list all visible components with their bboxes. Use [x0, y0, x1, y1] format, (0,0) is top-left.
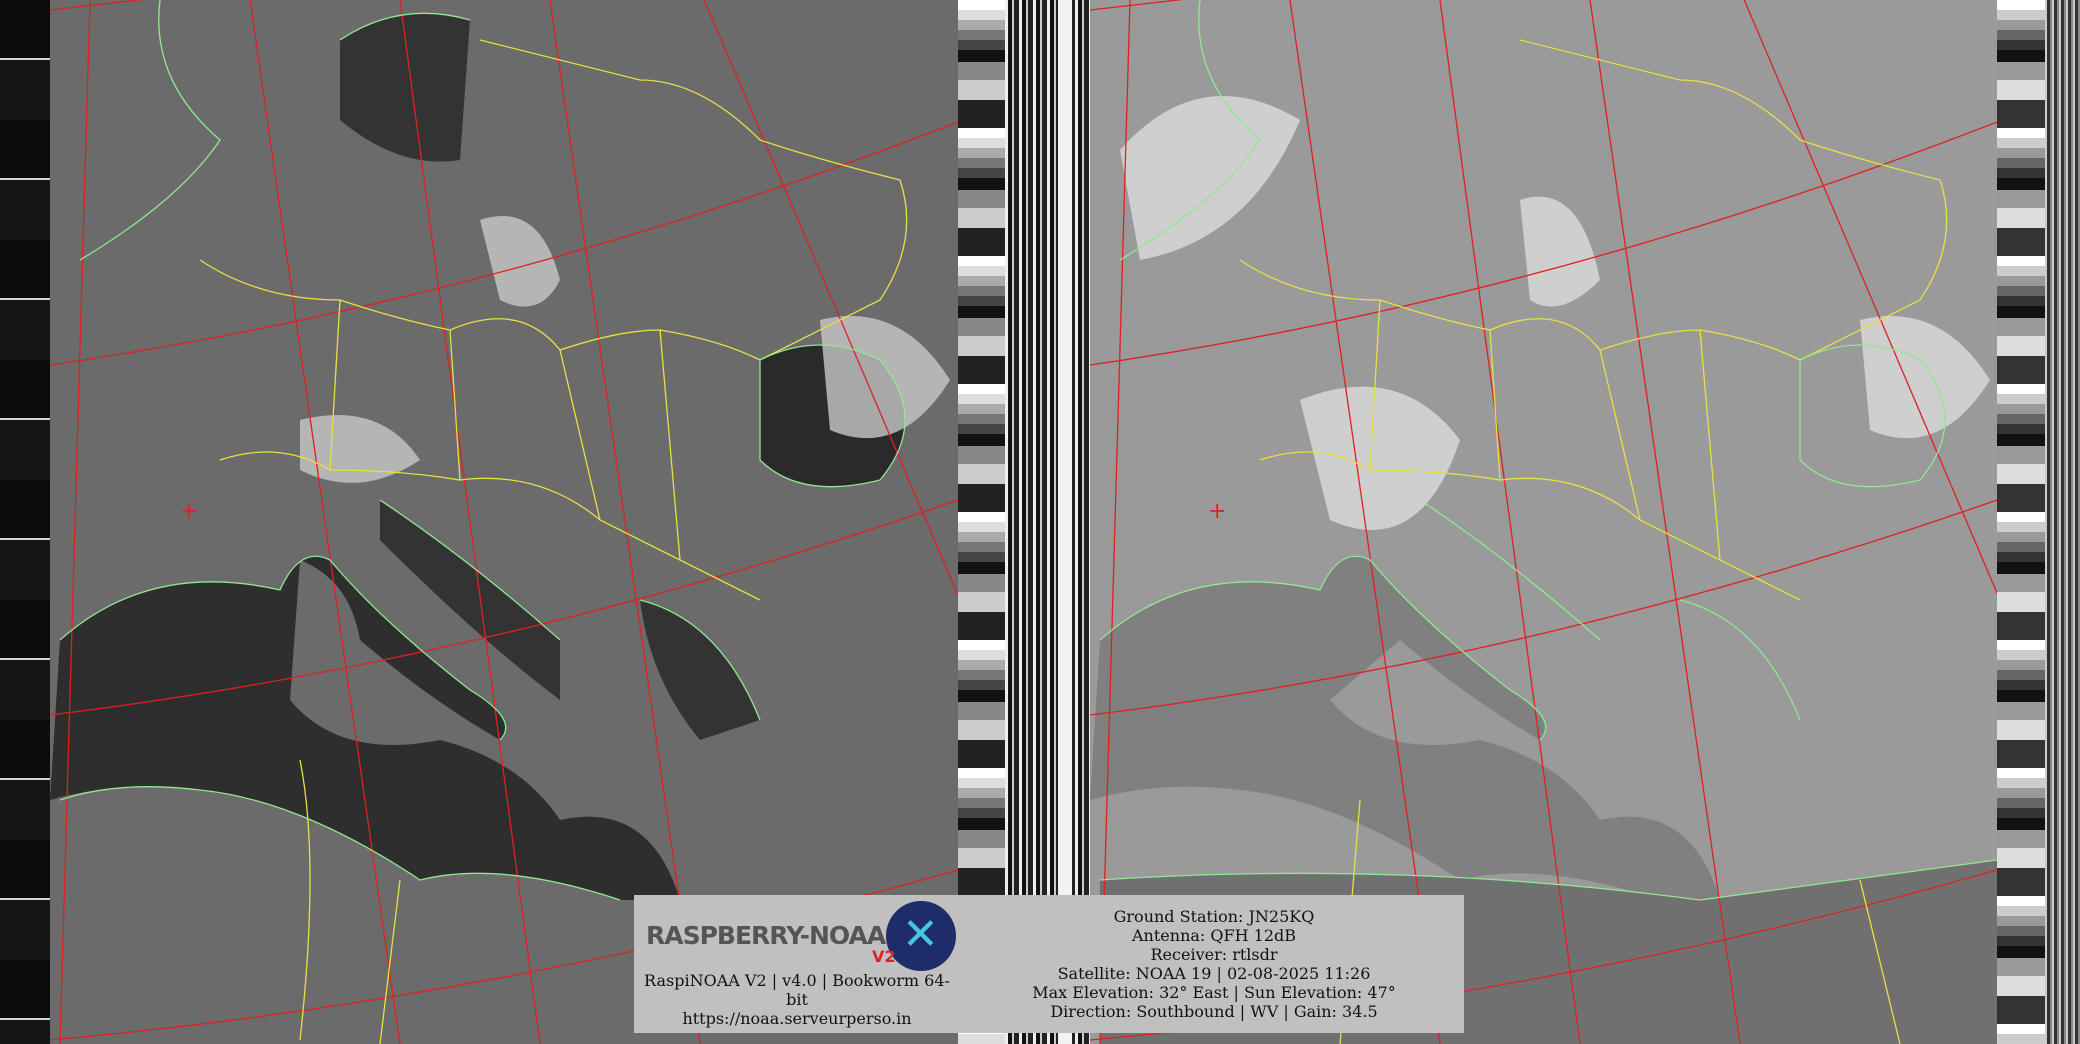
sea-mediterranean [1090, 556, 1720, 900]
raspberry-noaa-logo: RASPBERRY-NOAA ✕ V2 [640, 899, 956, 971]
edge-strip [2045, 0, 2080, 1044]
antenna: Antenna: QFH 12dB [1132, 926, 1296, 945]
direction: Direction: Southbound | WV | Gain: 34.5 [1050, 1002, 1378, 1021]
sync-marker-strip-b [1005, 0, 1090, 1044]
satellite-glyph-icon: ✕ [902, 909, 939, 960]
receiver: Receiver: rtlsdr [1150, 945, 1278, 964]
sea-mediterranean [50, 556, 680, 900]
station-marker-a: + [180, 499, 198, 524]
version-line: RaspiNOAA V2 | v4.0 | Bookworm 64-bit [644, 971, 950, 1009]
sea-aegean [640, 600, 760, 740]
ground-station: Ground Station: JN25KQ [1113, 907, 1315, 926]
channel-b-map: + [1090, 0, 1997, 1044]
sync-band [1058, 0, 1072, 1044]
channel-a-map: + [50, 0, 958, 1044]
clouds-a [300, 216, 950, 483]
pass-details: Ground Station: JN25KQ Antenna: QFH 12dB… [964, 907, 1464, 1021]
satellite-icon [886, 901, 956, 971]
site-url: https://noaa.serveurperso.in [682, 1009, 912, 1028]
station-marker-b: + [1208, 499, 1226, 524]
pass-info-box: RASPBERRY-NOAA ✕ V2 RaspiNOAA V2 | v4.0 … [634, 895, 1464, 1033]
telemetry-strip-a [958, 0, 1005, 1044]
logo-badge: V2 [872, 947, 896, 966]
telemetry-strip-b [1997, 0, 2045, 1044]
software-info: RaspiNOAA V2 | v4.0 | Bookworm 64-bit ht… [638, 971, 956, 1028]
sea-baltic [340, 13, 470, 162]
sea-adriatic [380, 500, 560, 700]
elevation: Max Elevation: 32° East | Sun Elevation:… [1032, 983, 1396, 1002]
sync-marker-strip-a [0, 0, 50, 1044]
clouds-b [1120, 96, 1990, 530]
satellite: Satellite: NOAA 19 | 02-08-2025 11:26 [1057, 964, 1371, 983]
logo-text: RASPBERRY-NOAA [646, 921, 886, 950]
